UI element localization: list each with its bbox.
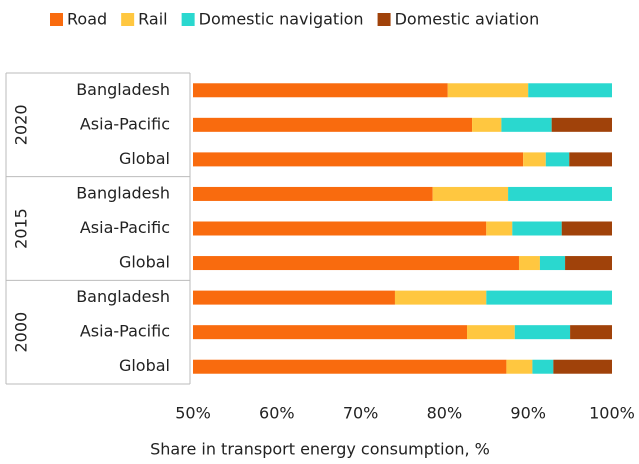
- legend-swatch: [50, 13, 63, 26]
- bar-segment: [447, 83, 529, 98]
- bar-segment: [432, 186, 509, 201]
- x-tick-label: 50%: [175, 404, 211, 423]
- bar-segment: [394, 290, 487, 305]
- y-tick-label: Bangladesh: [76, 80, 170, 99]
- y-tick-label: Asia-Pacific: [80, 218, 170, 237]
- legend-swatch: [377, 13, 391, 26]
- y-tick-label: Asia-Pacific: [80, 322, 170, 341]
- bar-segment: [193, 83, 448, 98]
- bar-segment: [545, 152, 570, 167]
- x-tick-label: 80%: [427, 404, 463, 423]
- bar-segment: [501, 117, 552, 132]
- y-tick-label: Global: [119, 253, 170, 272]
- x-tick-label: 60%: [259, 404, 295, 423]
- bar-segment: [193, 359, 507, 374]
- bar-segment: [193, 152, 524, 167]
- y-tick-label: Global: [119, 356, 170, 375]
- legend-swatch: [121, 13, 135, 26]
- bar-segment: [486, 290, 612, 305]
- bar-segment: [528, 83, 612, 98]
- x-tick-label: 90%: [510, 404, 546, 423]
- bar-segment: [467, 325, 515, 340]
- legend-label: Domestic aviation: [395, 10, 540, 29]
- bar-segment: [193, 117, 473, 132]
- bar-segment: [523, 152, 546, 167]
- y-tick-label: Asia-Pacific: [80, 114, 170, 133]
- bar-segment: [193, 221, 487, 236]
- y-tick-label: Bangladesh: [76, 287, 170, 306]
- bar-segment: [486, 221, 513, 236]
- bar-segment: [193, 186, 433, 201]
- bar-segment: [508, 186, 612, 201]
- bar-segment: [565, 256, 612, 271]
- legend-label: Domestic navigation: [199, 10, 364, 29]
- group-label: 2020: [12, 104, 31, 145]
- bar-segment: [193, 290, 395, 305]
- y-tick-label: Global: [119, 149, 170, 168]
- bar-segment: [551, 117, 612, 132]
- x-tick-label: 70%: [343, 404, 379, 423]
- bar-segment: [193, 256, 519, 271]
- x-tick-label: 100%: [589, 404, 635, 423]
- group-label: 2000: [12, 312, 31, 353]
- bar-segment: [553, 359, 612, 374]
- bar-segment: [472, 117, 502, 132]
- bar-segment: [512, 221, 562, 236]
- legend-swatch: [181, 13, 195, 26]
- y-tick-label: Bangladesh: [76, 183, 170, 202]
- bar-segment: [570, 325, 612, 340]
- bar-segment: [193, 325, 468, 340]
- bar-segment: [532, 359, 554, 374]
- bar-segment: [506, 359, 533, 374]
- x-axis-title: Share in transport energy consumption, %: [150, 440, 490, 459]
- bar-segment: [539, 256, 566, 271]
- bar-segment: [518, 256, 540, 271]
- bar-segment: [569, 152, 612, 167]
- legend-label: Rail: [138, 10, 167, 29]
- legend-label: Road: [67, 10, 107, 29]
- bar-segment: [514, 325, 571, 340]
- bar-segment: [561, 221, 612, 236]
- group-label: 2015: [12, 208, 31, 249]
